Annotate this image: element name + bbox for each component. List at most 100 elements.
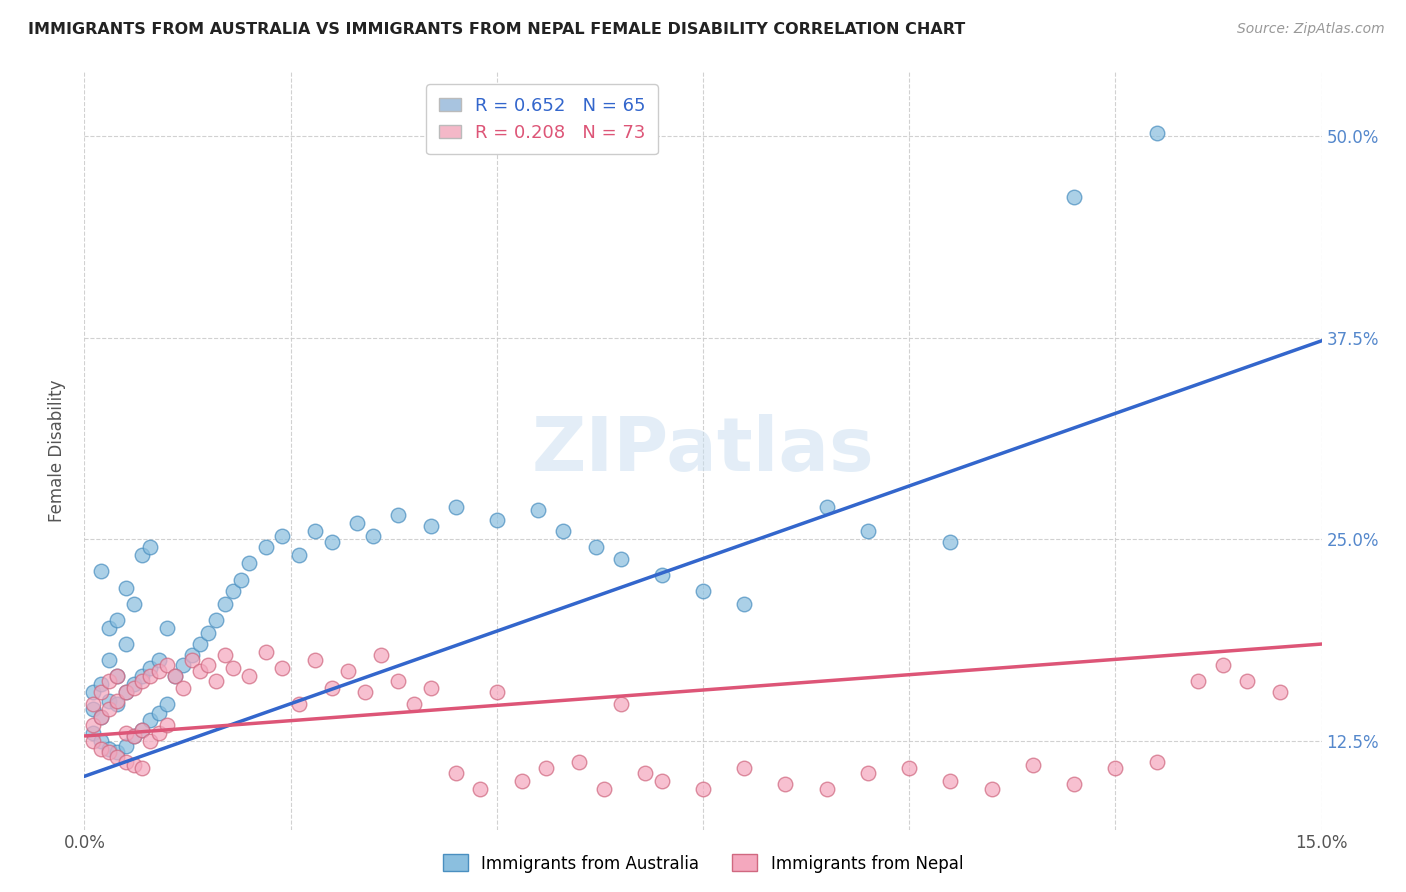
Point bbox=[98, 621, 121, 635]
Point bbox=[197, 658, 219, 673]
Point bbox=[510, 774, 533, 789]
Point bbox=[105, 750, 128, 764]
Point bbox=[156, 621, 179, 635]
Point bbox=[131, 761, 153, 775]
Point bbox=[229, 573, 252, 587]
Point bbox=[692, 782, 714, 797]
Point bbox=[105, 745, 128, 759]
Point bbox=[114, 685, 136, 699]
Point bbox=[180, 653, 202, 667]
Point bbox=[148, 665, 170, 679]
Point bbox=[131, 669, 153, 683]
Point bbox=[733, 597, 755, 611]
Point bbox=[609, 551, 631, 566]
Point bbox=[485, 685, 508, 699]
Point bbox=[98, 701, 121, 715]
Point bbox=[165, 669, 187, 683]
Point bbox=[271, 661, 294, 675]
Point bbox=[815, 500, 838, 514]
Point bbox=[1104, 761, 1126, 775]
Point bbox=[238, 557, 260, 571]
Point bbox=[419, 519, 441, 533]
Point bbox=[114, 739, 136, 753]
Point bbox=[419, 681, 441, 695]
Point bbox=[105, 669, 128, 683]
Point bbox=[1270, 685, 1292, 699]
Point bbox=[90, 734, 112, 748]
Point bbox=[156, 717, 179, 731]
Point bbox=[139, 669, 162, 683]
Point bbox=[387, 674, 409, 689]
Point bbox=[114, 581, 136, 595]
Point bbox=[82, 701, 104, 715]
Point bbox=[114, 685, 136, 699]
Point bbox=[90, 742, 112, 756]
Point bbox=[1236, 674, 1258, 689]
Point bbox=[651, 567, 673, 582]
Point bbox=[172, 681, 194, 695]
Point bbox=[254, 645, 277, 659]
Point bbox=[205, 613, 228, 627]
Point bbox=[131, 674, 153, 689]
Point bbox=[609, 697, 631, 711]
Point bbox=[148, 706, 170, 721]
Point bbox=[939, 774, 962, 789]
Point bbox=[1063, 190, 1085, 204]
Point bbox=[139, 541, 162, 555]
Point bbox=[165, 669, 187, 683]
Point bbox=[148, 653, 170, 667]
Point bbox=[180, 648, 202, 663]
Point bbox=[288, 549, 311, 563]
Point bbox=[304, 653, 326, 667]
Point bbox=[105, 693, 128, 707]
Point bbox=[90, 709, 112, 723]
Point bbox=[188, 665, 211, 679]
Point bbox=[122, 597, 145, 611]
Point bbox=[1063, 777, 1085, 791]
Point bbox=[271, 529, 294, 543]
Point bbox=[485, 513, 508, 527]
Point bbox=[114, 637, 136, 651]
Point bbox=[815, 782, 838, 797]
Point bbox=[148, 725, 170, 739]
Legend: R = 0.652   N = 65, R = 0.208   N = 73: R = 0.652 N = 65, R = 0.208 N = 73 bbox=[426, 84, 658, 154]
Point bbox=[82, 685, 104, 699]
Point bbox=[346, 516, 368, 530]
Point bbox=[122, 729, 145, 743]
Point bbox=[444, 766, 467, 780]
Point bbox=[304, 524, 326, 538]
Point bbox=[90, 677, 112, 691]
Point bbox=[939, 535, 962, 549]
Point bbox=[856, 766, 879, 780]
Point bbox=[651, 774, 673, 789]
Point bbox=[98, 693, 121, 707]
Point bbox=[114, 755, 136, 769]
Point bbox=[404, 697, 426, 711]
Point bbox=[90, 709, 112, 723]
Point bbox=[353, 685, 375, 699]
Point bbox=[551, 524, 574, 538]
Point bbox=[82, 697, 104, 711]
Point bbox=[105, 669, 128, 683]
Point bbox=[444, 500, 467, 514]
Point bbox=[156, 658, 179, 673]
Y-axis label: Female Disability: Female Disability bbox=[48, 379, 66, 522]
Point bbox=[214, 648, 236, 663]
Point bbox=[122, 758, 145, 772]
Point bbox=[98, 745, 121, 759]
Point bbox=[222, 661, 245, 675]
Point bbox=[114, 725, 136, 739]
Point bbox=[82, 734, 104, 748]
Point bbox=[568, 755, 591, 769]
Point bbox=[775, 777, 797, 791]
Point bbox=[733, 761, 755, 775]
Point bbox=[122, 681, 145, 695]
Point bbox=[172, 658, 194, 673]
Point bbox=[238, 669, 260, 683]
Point bbox=[1022, 758, 1045, 772]
Point bbox=[527, 503, 550, 517]
Point bbox=[139, 661, 162, 675]
Point bbox=[131, 723, 153, 737]
Point bbox=[898, 761, 921, 775]
Point bbox=[593, 782, 616, 797]
